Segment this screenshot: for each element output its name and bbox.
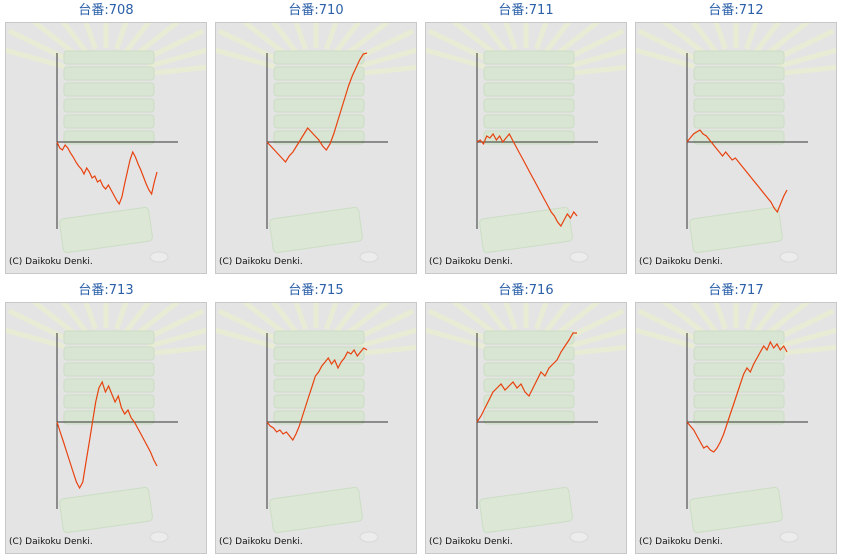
copyright-label: (C) Daikoku Denki.	[429, 257, 513, 267]
chart-panel: (C) Daikoku Denki.	[215, 22, 417, 274]
series-line	[476, 132, 578, 228]
background-decoration	[6, 303, 206, 543]
chart-panel: (C) Daikoku Denki.	[425, 22, 627, 274]
chart-title: 台番:712	[708, 3, 764, 18]
background-decoration	[426, 303, 626, 543]
series-line	[476, 332, 577, 423]
chart-title: 台番:717	[708, 283, 764, 298]
chart-title: 台番:710	[288, 3, 344, 18]
chart-title: 台番:716	[498, 283, 554, 298]
chart-panel: (C) Daikoku Denki.	[215, 302, 417, 554]
line-chart	[426, 23, 626, 263]
copyright-label: (C) Daikoku Denki.	[219, 537, 303, 547]
background-decoration	[636, 303, 836, 543]
chart-title: 台番:708	[78, 3, 134, 18]
background-decoration	[636, 23, 836, 263]
line-chart	[636, 23, 836, 263]
series-line	[686, 340, 788, 453]
chart-panel: (C) Daikoku Denki.	[425, 302, 627, 554]
chart-cell: 台番:713 (C) Daikoku Denki.	[5, 280, 207, 554]
chart-panel: (C) Daikoku Denki.	[5, 302, 207, 554]
copyright-label: (C) Daikoku Denki.	[429, 537, 513, 547]
chart-cell: 台番:716 (C) Daikoku Denki.	[425, 280, 627, 554]
copyright-label: (C) Daikoku Denki.	[639, 537, 723, 547]
background-decoration	[216, 303, 416, 543]
series-line	[56, 141, 158, 206]
chart-cell: 台番:708 (C) Daikoku Denki.	[5, 0, 207, 274]
copyright-label: (C) Daikoku Denki.	[639, 257, 723, 267]
series-line	[56, 380, 158, 490]
copyright-label: (C) Daikoku Denki.	[9, 537, 93, 547]
series-line	[266, 52, 368, 163]
chart-title: 台番:711	[498, 3, 554, 18]
line-chart	[426, 303, 626, 543]
copyright-label: (C) Daikoku Denki.	[9, 257, 93, 267]
series-line	[266, 347, 368, 442]
line-chart	[216, 23, 416, 263]
background-decoration	[216, 23, 416, 263]
chart-cell: 台番:717 (C) Daikoku Denki.	[635, 280, 837, 554]
chart-panel: (C) Daikoku Denki.	[635, 22, 837, 274]
series-line	[686, 129, 788, 214]
chart-cell: 台番:712 (C) Daikoku Denki.	[635, 0, 837, 274]
chart-title: 台番:713	[78, 283, 134, 298]
copyright-label: (C) Daikoku Denki.	[219, 257, 303, 267]
line-chart	[636, 303, 836, 543]
chart-cell: 台番:710 (C) Daikoku Denki.	[215, 0, 417, 274]
line-chart	[216, 303, 416, 543]
line-chart	[6, 303, 206, 543]
chart-cell: 台番:715 (C) Daikoku Denki.	[215, 280, 417, 554]
chart-panel: (C) Daikoku Denki.	[5, 22, 207, 274]
chart-cell: 台番:711 (C) Daikoku Denki.	[425, 0, 627, 274]
background-decoration	[426, 23, 626, 263]
chart-title: 台番:715	[288, 283, 344, 298]
line-chart	[6, 23, 206, 263]
chart-panel: (C) Daikoku Denki.	[635, 302, 837, 554]
background-decoration	[6, 23, 206, 263]
